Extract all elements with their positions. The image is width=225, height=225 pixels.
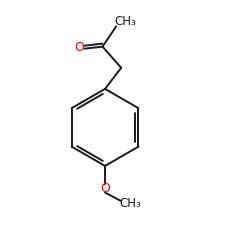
- Text: O: O: [100, 182, 110, 195]
- Text: CH₃: CH₃: [119, 197, 141, 210]
- Text: CH₃: CH₃: [115, 15, 137, 28]
- Text: O: O: [74, 41, 84, 54]
